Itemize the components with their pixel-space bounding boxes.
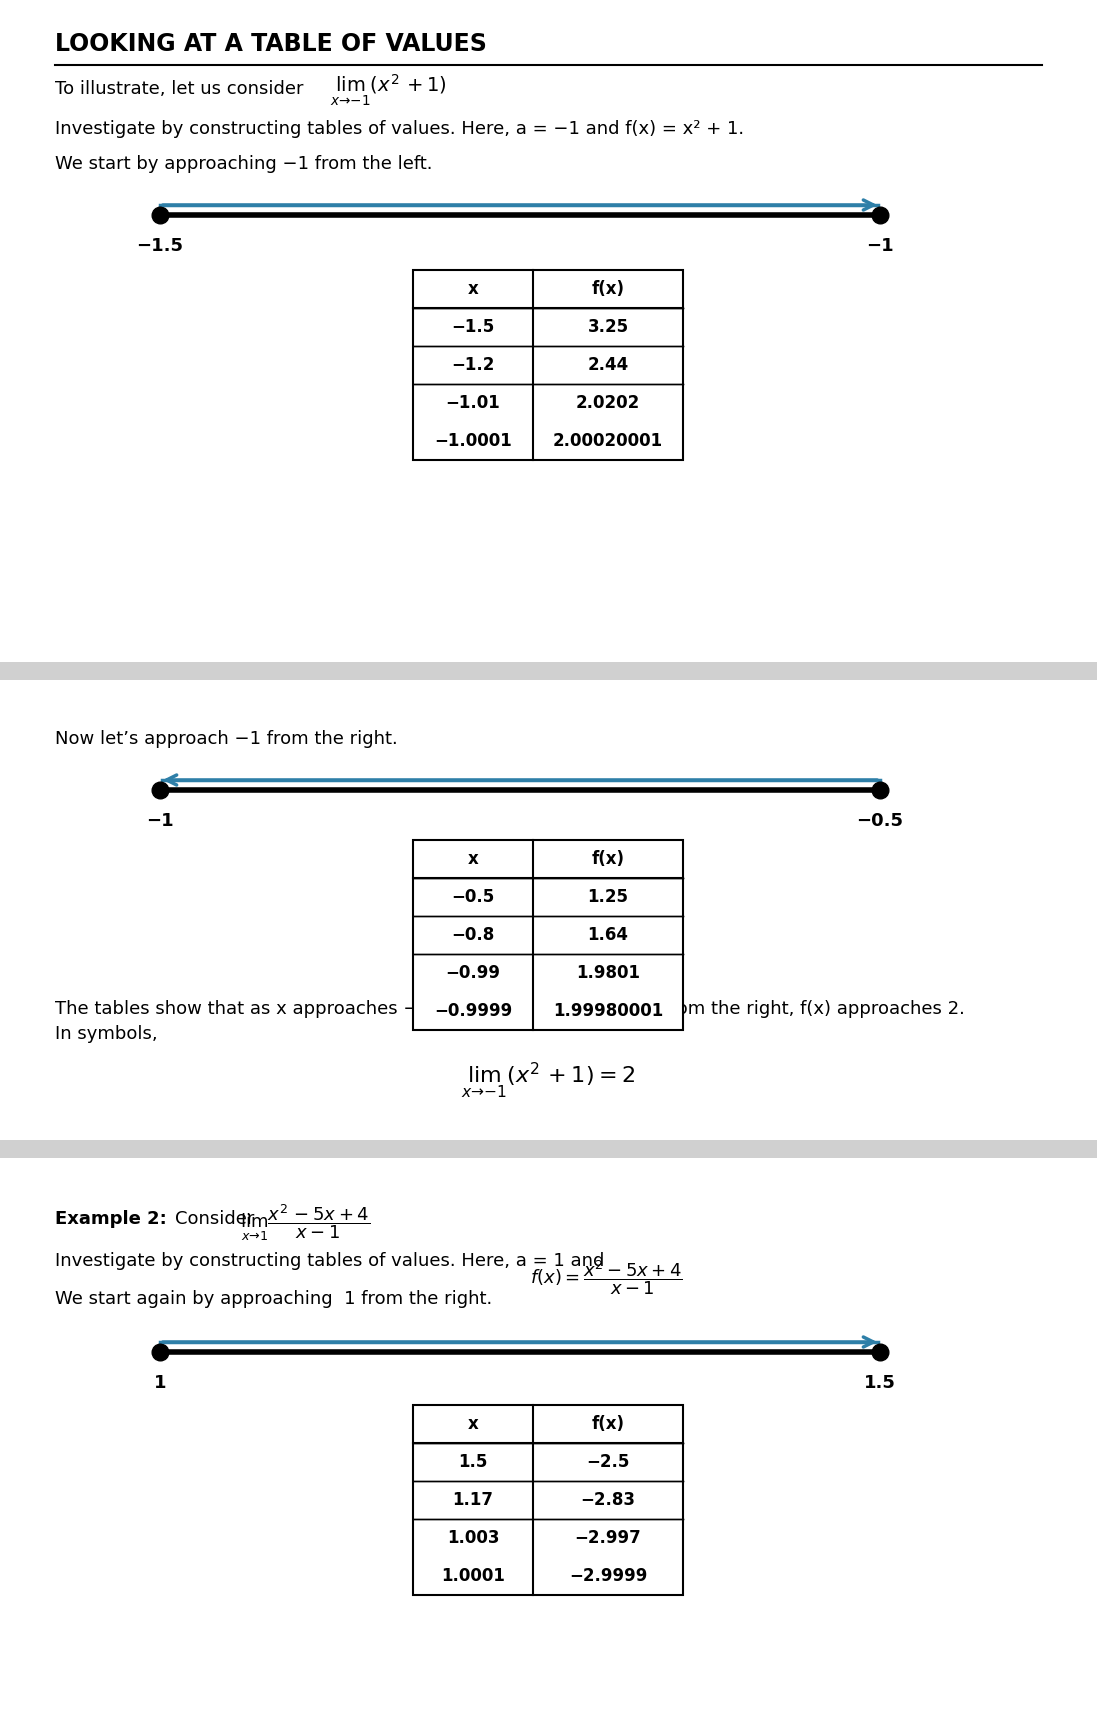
Text: −0.9999: −0.9999 [434, 1003, 512, 1020]
Text: 1.17: 1.17 [452, 1491, 494, 1508]
Text: We start again by approaching  1 from the right.: We start again by approaching 1 from the… [55, 1290, 493, 1307]
Text: $f(x) = \dfrac{x^2-5x+4}{x-1}$: $f(x) = \dfrac{x^2-5x+4}{x-1}$ [530, 1257, 682, 1297]
Text: f(x): f(x) [591, 1416, 624, 1433]
Text: −0.5: −0.5 [857, 812, 904, 831]
Bar [412, 839, 683, 1030]
Text: −1: −1 [867, 237, 894, 255]
Text: $\lim_{x \to -1}(x^2+1)$: $\lim_{x \to -1}(x^2+1)$ [330, 72, 446, 108]
Text: x: x [467, 1416, 478, 1433]
Text: 1.5: 1.5 [459, 1453, 488, 1471]
Text: 1.9801: 1.9801 [576, 963, 640, 982]
Bar [0, 679, 1097, 1151]
Text: x: x [467, 280, 478, 298]
Text: f(x): f(x) [591, 280, 624, 298]
Text: −1.01: −1.01 [445, 394, 500, 413]
Text: −2.9999: −2.9999 [569, 1567, 647, 1586]
Text: 3.25: 3.25 [587, 318, 629, 335]
Text: −1: −1 [146, 812, 173, 831]
Text: 1.5: 1.5 [864, 1374, 896, 1391]
Text: −2.83: −2.83 [580, 1491, 635, 1508]
Bar [0, 1140, 1097, 1158]
Bar [0, 1158, 1097, 1720]
Text: −2.5: −2.5 [586, 1453, 630, 1471]
Text: 2.0202: 2.0202 [576, 394, 641, 413]
Text: Now let’s approach −1 from the right.: Now let’s approach −1 from the right. [55, 729, 398, 748]
Text: In symbols,: In symbols, [55, 1025, 158, 1042]
Text: x: x [467, 850, 478, 869]
Text: 1.25: 1.25 [588, 888, 629, 906]
Text: Consider: Consider [176, 1209, 255, 1228]
Text: −0.5: −0.5 [451, 888, 495, 906]
Text: To illustrate, let us consider: To illustrate, let us consider [55, 81, 304, 98]
Bar [412, 1405, 683, 1594]
Text: The tables show that as x approaches −1, whether from the left or from the right: The tables show that as x approaches −1,… [55, 999, 965, 1018]
Text: 1: 1 [154, 1374, 167, 1391]
Text: −1.5: −1.5 [451, 318, 495, 335]
Text: $\lim_{x \to -1}(x^2+1)=2$: $\lim_{x \to -1}(x^2+1)=2$ [461, 1060, 635, 1101]
Text: −1.2: −1.2 [451, 356, 495, 373]
Bar [412, 270, 683, 459]
Text: We start by approaching −1 from the left.: We start by approaching −1 from the left… [55, 155, 432, 174]
Text: Investigate by constructing tables of values. Here, a = −1 and f(x) = x² + 1.: Investigate by constructing tables of va… [55, 120, 744, 138]
Text: 1.0001: 1.0001 [441, 1567, 505, 1586]
Bar [0, 662, 1097, 679]
Text: −0.8: −0.8 [451, 925, 495, 944]
Text: 1.64: 1.64 [588, 925, 629, 944]
Bar [0, 0, 1097, 671]
Text: LOOKING AT A TABLE OF VALUES: LOOKING AT A TABLE OF VALUES [55, 33, 487, 57]
Text: −2.997: −2.997 [575, 1529, 642, 1546]
Text: −1.5: −1.5 [136, 237, 183, 255]
Text: 2.44: 2.44 [587, 356, 629, 373]
Text: Example 2:: Example 2: [55, 1209, 173, 1228]
Text: −1.0001: −1.0001 [434, 432, 512, 451]
Text: Investigate by constructing tables of values. Here, a = 1 and: Investigate by constructing tables of va… [55, 1252, 604, 1269]
Text: f(x): f(x) [591, 850, 624, 869]
Text: 1.003: 1.003 [446, 1529, 499, 1546]
Text: 2.00020001: 2.00020001 [553, 432, 663, 451]
Text: $\lim_{x \to 1} \dfrac{x^2-5x+4}{x-1}$: $\lim_{x \to 1} \dfrac{x^2-5x+4}{x-1}$ [240, 1202, 370, 1244]
Text: −0.99: −0.99 [445, 963, 500, 982]
Text: 1.99980001: 1.99980001 [553, 1003, 663, 1020]
